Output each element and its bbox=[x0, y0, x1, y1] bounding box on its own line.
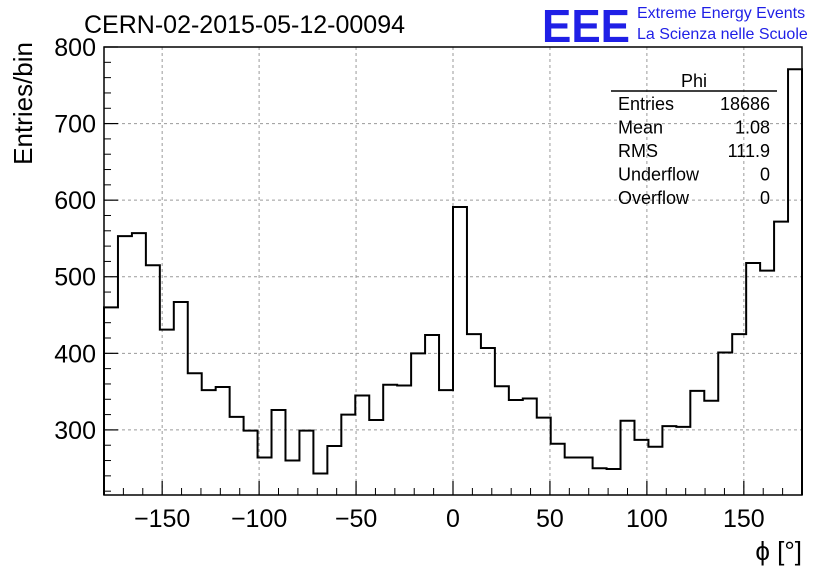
stats-row-label: Entries bbox=[618, 94, 674, 114]
eee-logo-line2: La Scienza nelle Scuole bbox=[637, 26, 808, 43]
histogram-bin bbox=[285, 461, 299, 495]
histogram-bin bbox=[439, 390, 453, 495]
stats-row-value: 1.08 bbox=[735, 118, 770, 138]
histogram-bin bbox=[244, 431, 258, 495]
stats-row-value: 0 bbox=[760, 188, 770, 208]
histogram-bin bbox=[369, 420, 383, 495]
histogram-bin bbox=[662, 426, 676, 495]
x-tick-label: −100 bbox=[231, 505, 287, 533]
histogram-bin bbox=[313, 474, 327, 495]
x-tick-label: 50 bbox=[536, 505, 564, 533]
y-tick-label: 500 bbox=[54, 264, 96, 292]
histogram-bin bbox=[411, 353, 425, 495]
histogram-bin bbox=[104, 307, 118, 495]
y-tick-label: 400 bbox=[54, 340, 96, 368]
stats-row-label: Overflow bbox=[618, 188, 690, 208]
histogram-bin bbox=[718, 353, 732, 495]
stats-row-label: Mean bbox=[618, 118, 663, 138]
x-tick-label: 100 bbox=[626, 505, 668, 533]
histogram-bin bbox=[397, 385, 411, 495]
stats-row-value: 0 bbox=[760, 165, 770, 185]
histogram-bin bbox=[551, 444, 565, 495]
histogram-bin bbox=[732, 334, 746, 495]
histogram-bin bbox=[216, 387, 230, 495]
histogram-bin bbox=[690, 391, 704, 495]
histogram-bin bbox=[355, 395, 369, 495]
histogram-bin bbox=[202, 390, 216, 495]
histogram-bin bbox=[160, 330, 174, 495]
histogram-bin bbox=[593, 468, 607, 495]
y-axis-title: Entries/bin bbox=[8, 42, 38, 165]
histogram-bin bbox=[760, 271, 774, 495]
histogram-bin bbox=[453, 207, 467, 495]
histogram-bin bbox=[174, 302, 188, 495]
run-title: CERN-02-2015-05-12-00094 bbox=[84, 11, 405, 39]
histogram-bin bbox=[299, 431, 313, 495]
x-tick-label: −50 bbox=[335, 505, 377, 533]
stats-row-value: 18686 bbox=[720, 94, 770, 114]
y-tick-label: 700 bbox=[54, 111, 96, 139]
histogram-bin bbox=[509, 400, 523, 495]
histogram-bin bbox=[327, 446, 341, 495]
stats-row-label: RMS bbox=[618, 141, 658, 161]
histogram-bin bbox=[607, 469, 621, 495]
histogram-bin bbox=[230, 417, 244, 495]
x-tick-label: 150 bbox=[723, 505, 765, 533]
histogram-bin bbox=[118, 236, 132, 495]
stats-row-value: 111.9 bbox=[728, 141, 770, 161]
histogram-bin bbox=[621, 421, 635, 495]
histogram-bin bbox=[272, 410, 286, 495]
histogram-bin bbox=[523, 399, 537, 495]
histogram-bin bbox=[648, 447, 662, 495]
histogram bbox=[103, 68, 803, 495]
x-axis-tick-labels: −150 −100 −50 0 50 100 150 bbox=[134, 505, 765, 533]
histogram-bin bbox=[676, 427, 690, 495]
histogram-bin bbox=[341, 415, 355, 495]
x-tick-label: −150 bbox=[134, 505, 190, 533]
eee-logo: EEE Extreme Energy Events La Scienza nel… bbox=[542, 0, 808, 52]
stats-row-label: Underflow bbox=[618, 165, 700, 185]
histogram-bin bbox=[565, 457, 579, 495]
histogram-bin bbox=[132, 233, 146, 495]
y-tick-label: 800 bbox=[54, 34, 96, 62]
x-axis-title: ϕ [°] bbox=[755, 536, 802, 566]
histogram-bin bbox=[495, 386, 509, 495]
x-tick-label: 0 bbox=[446, 505, 460, 533]
y-tick-label: 300 bbox=[54, 417, 96, 445]
histogram-bin bbox=[188, 373, 202, 495]
histogram-bin bbox=[774, 222, 788, 495]
eee-logo-letters: EEE bbox=[542, 0, 630, 52]
histogram-bin bbox=[537, 418, 551, 495]
stats-box-title: Phi bbox=[681, 71, 707, 91]
y-tick-label: 600 bbox=[54, 187, 96, 215]
histogram-bin bbox=[425, 335, 439, 495]
histogram-bin bbox=[146, 265, 160, 495]
histogram-bin bbox=[383, 385, 397, 495]
plot-frame bbox=[103, 46, 803, 496]
histogram-bin bbox=[579, 457, 593, 495]
y-axis-tick-labels: 300 400 500 600 700 800 bbox=[54, 34, 96, 445]
histogram-bin bbox=[481, 348, 495, 495]
histogram-outline bbox=[103, 68, 803, 495]
histogram-bin bbox=[746, 263, 760, 495]
eee-logo-line1: Extreme Energy Events bbox=[637, 5, 805, 22]
stats-box: Phi Entries 18686 Mean 1.08 RMS 111.9 Underflo… bbox=[611, 71, 777, 208]
histogram-bin bbox=[788, 69, 802, 495]
histogram-bin bbox=[704, 401, 718, 495]
stats-box-rows: Entries 18686 Mean 1.08 RMS 111.9 Underflow 0 Ov… bbox=[618, 94, 770, 208]
histogram-bin bbox=[467, 334, 481, 495]
